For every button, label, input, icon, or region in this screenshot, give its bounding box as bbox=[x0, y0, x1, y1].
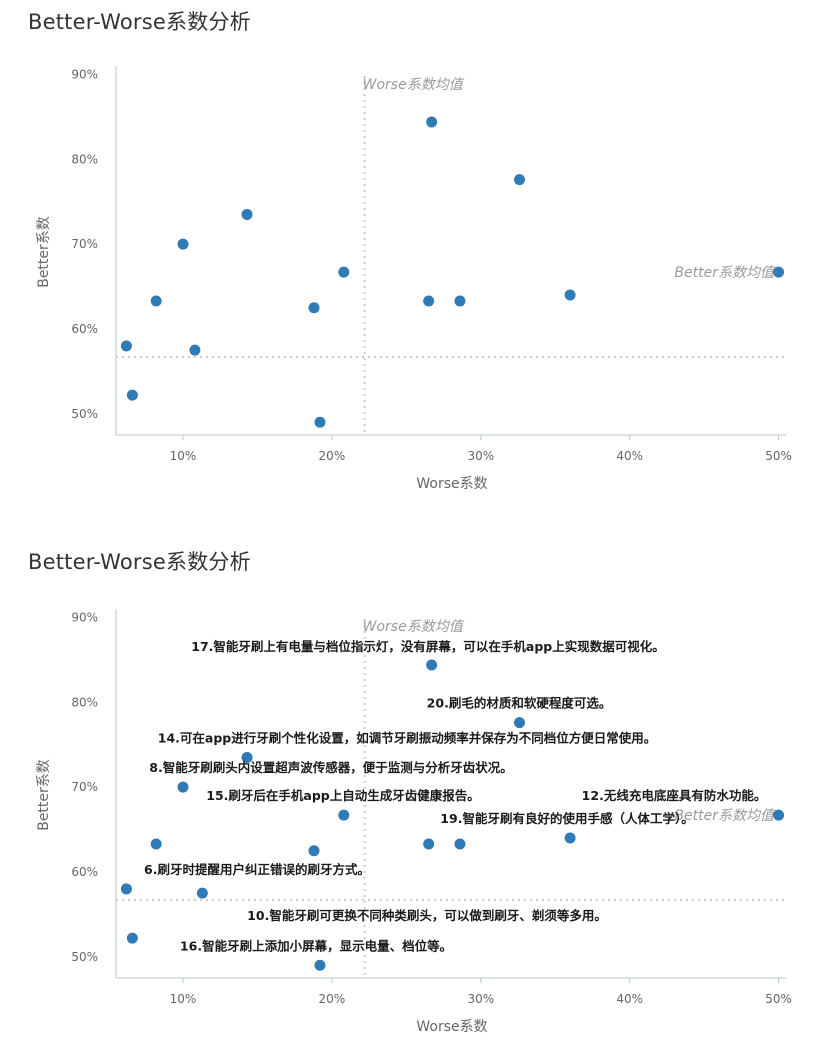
y-tick-label: 60% bbox=[71, 322, 98, 336]
data-point bbox=[177, 238, 189, 250]
data-point bbox=[513, 717, 525, 729]
y-tick-label: 70% bbox=[71, 780, 98, 794]
data-point bbox=[773, 266, 785, 278]
x-tick-label: 10% bbox=[170, 992, 197, 1006]
data-point bbox=[314, 959, 326, 971]
x-tick-label: 40% bbox=[616, 992, 643, 1006]
scatter-chart-1: 50% 60% 70% 80% 90% 10% 20% 30% 40% 50% Worse系数 Bet… bbox=[36, 66, 792, 492]
data-point bbox=[338, 809, 350, 821]
data-point-label: 19.智能牙刷有良好的使用手感（人体工学）。 bbox=[440, 811, 693, 826]
y-tick-label: 90% bbox=[71, 610, 98, 624]
data-point-label: 10.智能牙刷可更换不同种类刷头，可以做到刷牙、剃须等多用。 bbox=[247, 908, 607, 923]
worse-mean-label: Worse系数均值 bbox=[363, 619, 465, 635]
data-point-label: 6.刷牙时提醒用户纠正错误的刷牙方式。 bbox=[144, 862, 370, 877]
data-point-label: 8.智能牙刷刷头内设置超声波传感器，便于监测与分析牙齿状况。 bbox=[149, 760, 512, 775]
data-point bbox=[126, 389, 138, 401]
data-point bbox=[120, 340, 132, 352]
x-tick-label: 10% bbox=[170, 449, 197, 463]
y-tick-label: 50% bbox=[71, 407, 98, 421]
y-axis-title: Better系数 bbox=[36, 759, 52, 831]
x-tick-label: 20% bbox=[319, 449, 346, 463]
chart-title-2: Better-Worse系数分析 bbox=[28, 550, 251, 574]
x-axis-title: Worse系数 bbox=[416, 476, 487, 492]
data-point bbox=[426, 659, 438, 671]
data-point-label: 16.智能牙刷上添加小屏幕，显示电量、档位等。 bbox=[180, 938, 452, 953]
data-point bbox=[241, 208, 253, 220]
data-point bbox=[773, 809, 785, 821]
data-point bbox=[177, 781, 189, 793]
data-point bbox=[423, 295, 435, 307]
x-tick-label: 30% bbox=[467, 449, 494, 463]
data-point bbox=[150, 295, 162, 307]
worse-mean-label: Worse系数均值 bbox=[363, 77, 465, 93]
y-tick-label: 90% bbox=[71, 67, 98, 81]
x-tick-label: 50% bbox=[765, 449, 792, 463]
data-point bbox=[423, 838, 435, 850]
y-tick-label: 80% bbox=[71, 695, 98, 709]
scatter-chart-2: 50% 60% 70% 80% 90% 10% 20% 30% 40% 50% Worse系数 Bet… bbox=[36, 609, 792, 1035]
x-tick-label: 50% bbox=[765, 992, 792, 1006]
better-mean-label: Better系数均值 bbox=[674, 265, 776, 281]
data-point bbox=[513, 174, 525, 186]
x-tick-label: 40% bbox=[616, 449, 643, 463]
data-point bbox=[150, 838, 162, 850]
y-tick-label: 80% bbox=[71, 152, 98, 166]
y-tick-label: 60% bbox=[71, 865, 98, 879]
data-point bbox=[454, 295, 466, 307]
y-tick-label: 50% bbox=[71, 950, 98, 964]
data-point-label: 14.可在app进行牙刷个性化设置，如调节牙刷振动频率并保存为不同档位方便日常使… bbox=[158, 730, 656, 745]
y-tick-label: 70% bbox=[71, 237, 98, 251]
chart-title-1: Better-Worse系数分析 bbox=[28, 10, 251, 34]
data-point bbox=[426, 116, 438, 128]
data-point-label: 17.智能牙刷上有电量与档位指示灯，没有屏幕，可以在手机app上实现数据可视化。 bbox=[191, 639, 664, 654]
better-mean-label: Better系数均值 bbox=[674, 808, 776, 824]
data-point bbox=[314, 416, 326, 428]
data-point bbox=[189, 344, 201, 356]
data-point bbox=[126, 932, 138, 944]
x-tick-label: 20% bbox=[319, 992, 346, 1006]
data-point bbox=[120, 883, 132, 895]
data-point-label: 12.无线充电底座具有防水功能。 bbox=[582, 788, 767, 803]
data-point bbox=[196, 887, 208, 899]
x-axis-title: Worse系数 bbox=[416, 1019, 487, 1035]
data-point bbox=[308, 302, 320, 314]
data-point bbox=[564, 832, 576, 844]
data-point bbox=[241, 751, 253, 763]
data-point-label: 15.刷牙后在手机app上自动生成牙齿健康报告。 bbox=[206, 788, 479, 803]
data-point-label: 20.刷毛的材质和软硬程度可选。 bbox=[427, 696, 612, 711]
data-point bbox=[308, 845, 320, 857]
data-point bbox=[454, 838, 466, 850]
x-tick-label: 30% bbox=[467, 992, 494, 1006]
data-point bbox=[338, 266, 350, 278]
y-axis-title: Better系数 bbox=[36, 216, 52, 288]
data-point bbox=[564, 289, 576, 301]
